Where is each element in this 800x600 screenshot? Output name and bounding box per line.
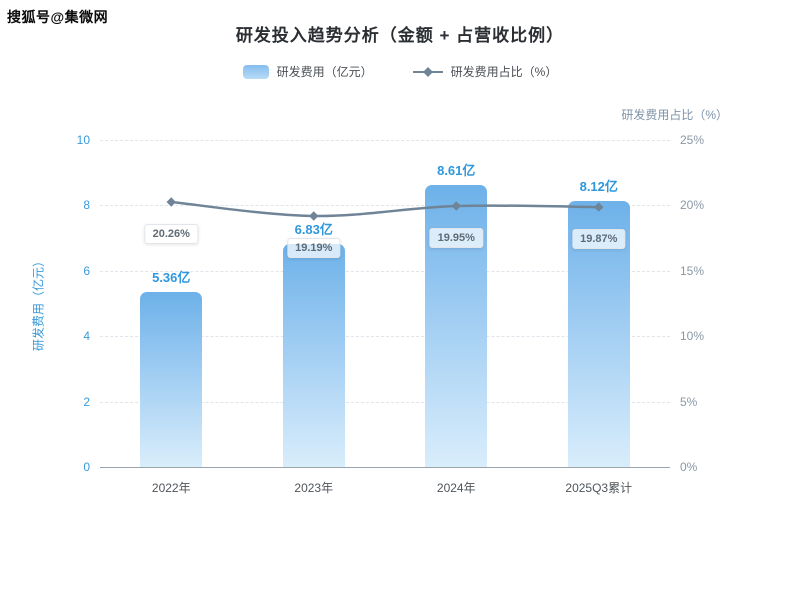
watermark: 搜狐号@集微网 [7,9,109,25]
left-axis-tick: 0 [83,460,90,474]
legend-item-bar[interactable]: 研发费用（亿元） [242,63,373,80]
trend-line[interactable] [170,200,600,218]
plot-area: 10 8 6 4 2 0 25% 20% 15% 10% 5% 0% 5.36亿… [77,133,704,495]
bar-swatch-icon [242,64,269,79]
right-axis-tick: 15% [680,263,705,278]
diamond-marker[interactable] [309,211,319,221]
diamond-marker[interactable] [166,197,176,207]
pct-label: 19.19% [287,237,341,258]
legend: 研发费用（亿元） 研发费用占比（%） [0,63,800,80]
bar-value-label: 8.12亿 [579,179,618,195]
page-title: 研发投入趋势分析（金额 + 占营收比例） [235,26,565,45]
left-axis-tick: 4 [83,329,90,344]
bar-value-label: 5.36亿 [152,269,191,285]
x-axis-line [100,467,670,468]
right-axis-tick: 5% [680,394,698,409]
left-axis-tick: 8 [83,198,90,213]
x-axis-label: 2024年 [436,481,476,495]
bar[interactable] [282,243,345,467]
right-axis-tick: 20% [680,198,705,213]
left-axis-tick: 2 [83,394,90,409]
gridline [100,140,670,141]
diamond-icon [422,66,433,77]
gridline [100,205,670,207]
right-axis-tick: 0% [680,460,698,474]
x-axis-label: 2025Q3累计 [565,481,633,495]
bar-value-label: 8.61亿 [437,163,476,179]
diamond-marker[interactable] [451,201,461,211]
right-axis-tick: 25% [680,133,705,147]
right-axis-tick: 10% [680,329,705,344]
gridline [100,270,670,272]
left-axis-tick: 6 [83,263,90,278]
legend-label-bar: 研发费用（亿元） [276,65,373,79]
x-axis-label: 2022年 [151,481,191,495]
gridline [100,401,670,403]
x-axis-label: 2023年 [294,481,334,495]
pct-label: 19.95% [429,228,483,249]
pct-label: 19.87% [572,229,626,250]
diamond-marker[interactable] [594,202,604,212]
left-axis-title: 研发费用（亿元） [31,254,46,352]
pct-label: 20.26% [144,223,198,244]
legend-item-line[interactable]: 研发费用占比（%） [412,63,558,80]
gridline [100,336,670,338]
legend-label-line: 研发费用占比（%） [450,65,558,79]
line-swatch-icon [412,66,443,77]
bar-value-label: 6.83亿 [294,221,333,237]
bar[interactable] [140,291,203,467]
right-axis-title: 研发费用占比（%） [621,108,728,122]
left-axis-tick: 10 [76,133,90,147]
trend-line-layer [166,197,604,221]
